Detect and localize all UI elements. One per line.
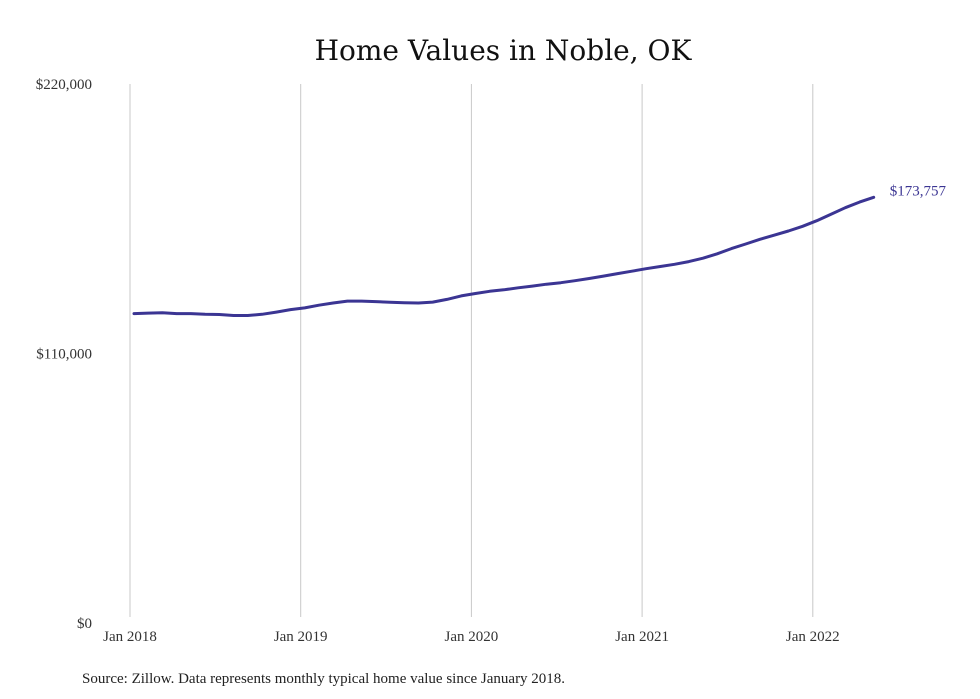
- source-note: Source: Zillow. Data represents monthly …: [82, 671, 565, 687]
- y-axis-ticks: $0 $110,000 $220,000: [36, 77, 92, 632]
- y-tick-label: $0: [77, 616, 92, 632]
- x-tick-label: Jan 2022: [786, 629, 840, 645]
- x-tick-label: Jan 2018: [103, 629, 157, 645]
- y-tick-label: $110,000: [36, 347, 92, 363]
- x-tick-label: Jan 2019: [274, 629, 328, 645]
- y-tick-label: $220,000: [36, 77, 92, 93]
- x-tick-label: Jan 2020: [445, 629, 499, 645]
- x-tick-label: Jan 2021: [615, 629, 669, 645]
- chart-title: Home Values in Noble, OK: [315, 34, 693, 67]
- x-axis-ticks: Jan 2018 Jan 2019 Jan 2020 Jan 2021 Jan 2022: [103, 629, 840, 645]
- end-value-label: $173,757: [890, 183, 947, 199]
- home-value-series-line: [132, 195, 876, 317]
- grid-lines: [129, 84, 814, 617]
